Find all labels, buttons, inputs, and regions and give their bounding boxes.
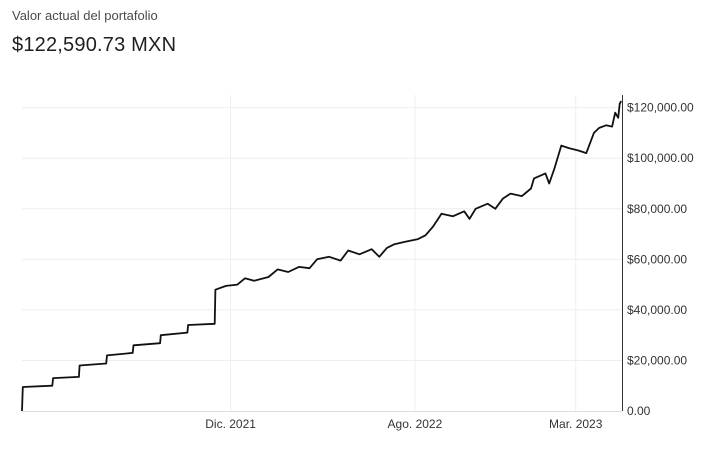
grid-lines <box>22 95 622 411</box>
portfolio-label: Valor actual del portafolio <box>12 8 158 23</box>
x-tick-label: Ago. 2022 <box>388 417 443 431</box>
y-axis: 0.00 $20,000.00 $40,000.00 $60,000.00 $80,00… <box>622 95 694 418</box>
y-tick-label: 0.00 <box>627 404 651 418</box>
x-tick-label: Dic. 2021 <box>205 417 256 431</box>
portfolio-value: $122,590.73 MXN <box>12 34 177 56</box>
y-tick-label: $100,000.00 <box>627 151 694 165</box>
y-tick-label: $20,000.00 <box>627 353 687 367</box>
y-tick-label: $120,000.00 <box>627 101 694 115</box>
x-tick-label: Mar. 2023 <box>549 417 603 431</box>
y-tick-label: $60,000.00 <box>627 252 687 266</box>
series-layer <box>21 100 622 412</box>
y-tick-label: $80,000.00 <box>627 202 687 216</box>
series-line <box>21 100 622 412</box>
x-axis: Dic. 2021 Ago. 2022 Mar. 2023 <box>22 411 622 431</box>
y-tick-label: $40,000.00 <box>627 303 687 317</box>
